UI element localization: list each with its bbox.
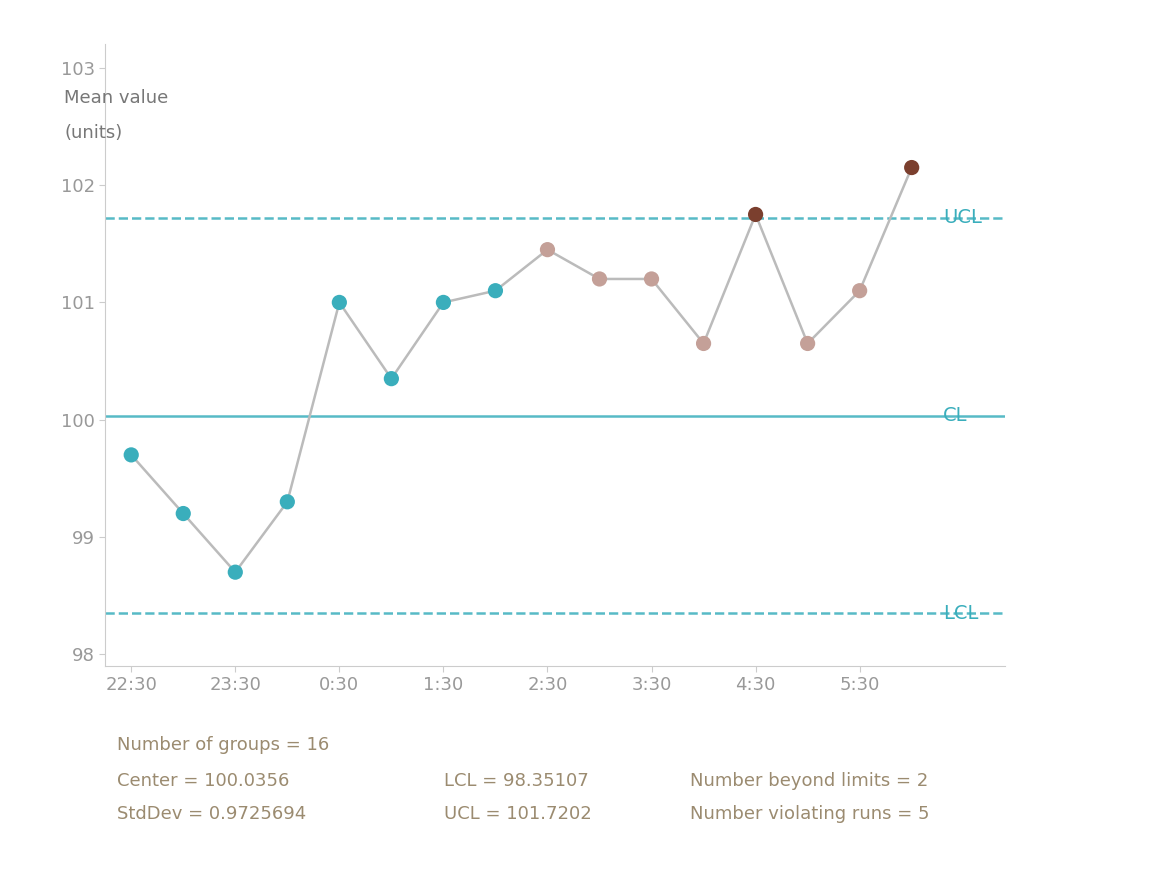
Text: Number violating runs = 5: Number violating runs = 5 <box>690 805 929 823</box>
Text: Center = 100.0356: Center = 100.0356 <box>117 772 289 790</box>
Text: Number beyond limits = 2: Number beyond limits = 2 <box>690 772 928 790</box>
Text: LCL: LCL <box>943 604 978 622</box>
Point <box>486 283 505 297</box>
Point <box>278 495 297 509</box>
Point <box>174 506 193 520</box>
Point <box>382 371 401 385</box>
Point <box>434 296 452 310</box>
Point <box>746 208 765 222</box>
Point <box>330 296 348 310</box>
Text: UCL: UCL <box>943 209 982 227</box>
Text: UCL = 101.7202: UCL = 101.7202 <box>444 805 592 823</box>
Point <box>694 337 713 351</box>
Point <box>538 242 556 257</box>
Point <box>122 448 140 462</box>
Text: Mean value: Mean value <box>64 89 168 107</box>
Text: Number of groups = 16: Number of groups = 16 <box>117 736 330 755</box>
Point <box>902 161 921 175</box>
Point <box>798 337 817 351</box>
Text: StdDev = 0.9725694: StdDev = 0.9725694 <box>117 805 306 823</box>
Text: CL: CL <box>943 406 968 425</box>
Point <box>642 272 660 286</box>
Point <box>590 272 609 286</box>
Text: LCL = 98.35107: LCL = 98.35107 <box>444 772 589 790</box>
Text: (units): (units) <box>64 124 123 142</box>
Point <box>850 283 869 297</box>
Point <box>226 565 244 579</box>
